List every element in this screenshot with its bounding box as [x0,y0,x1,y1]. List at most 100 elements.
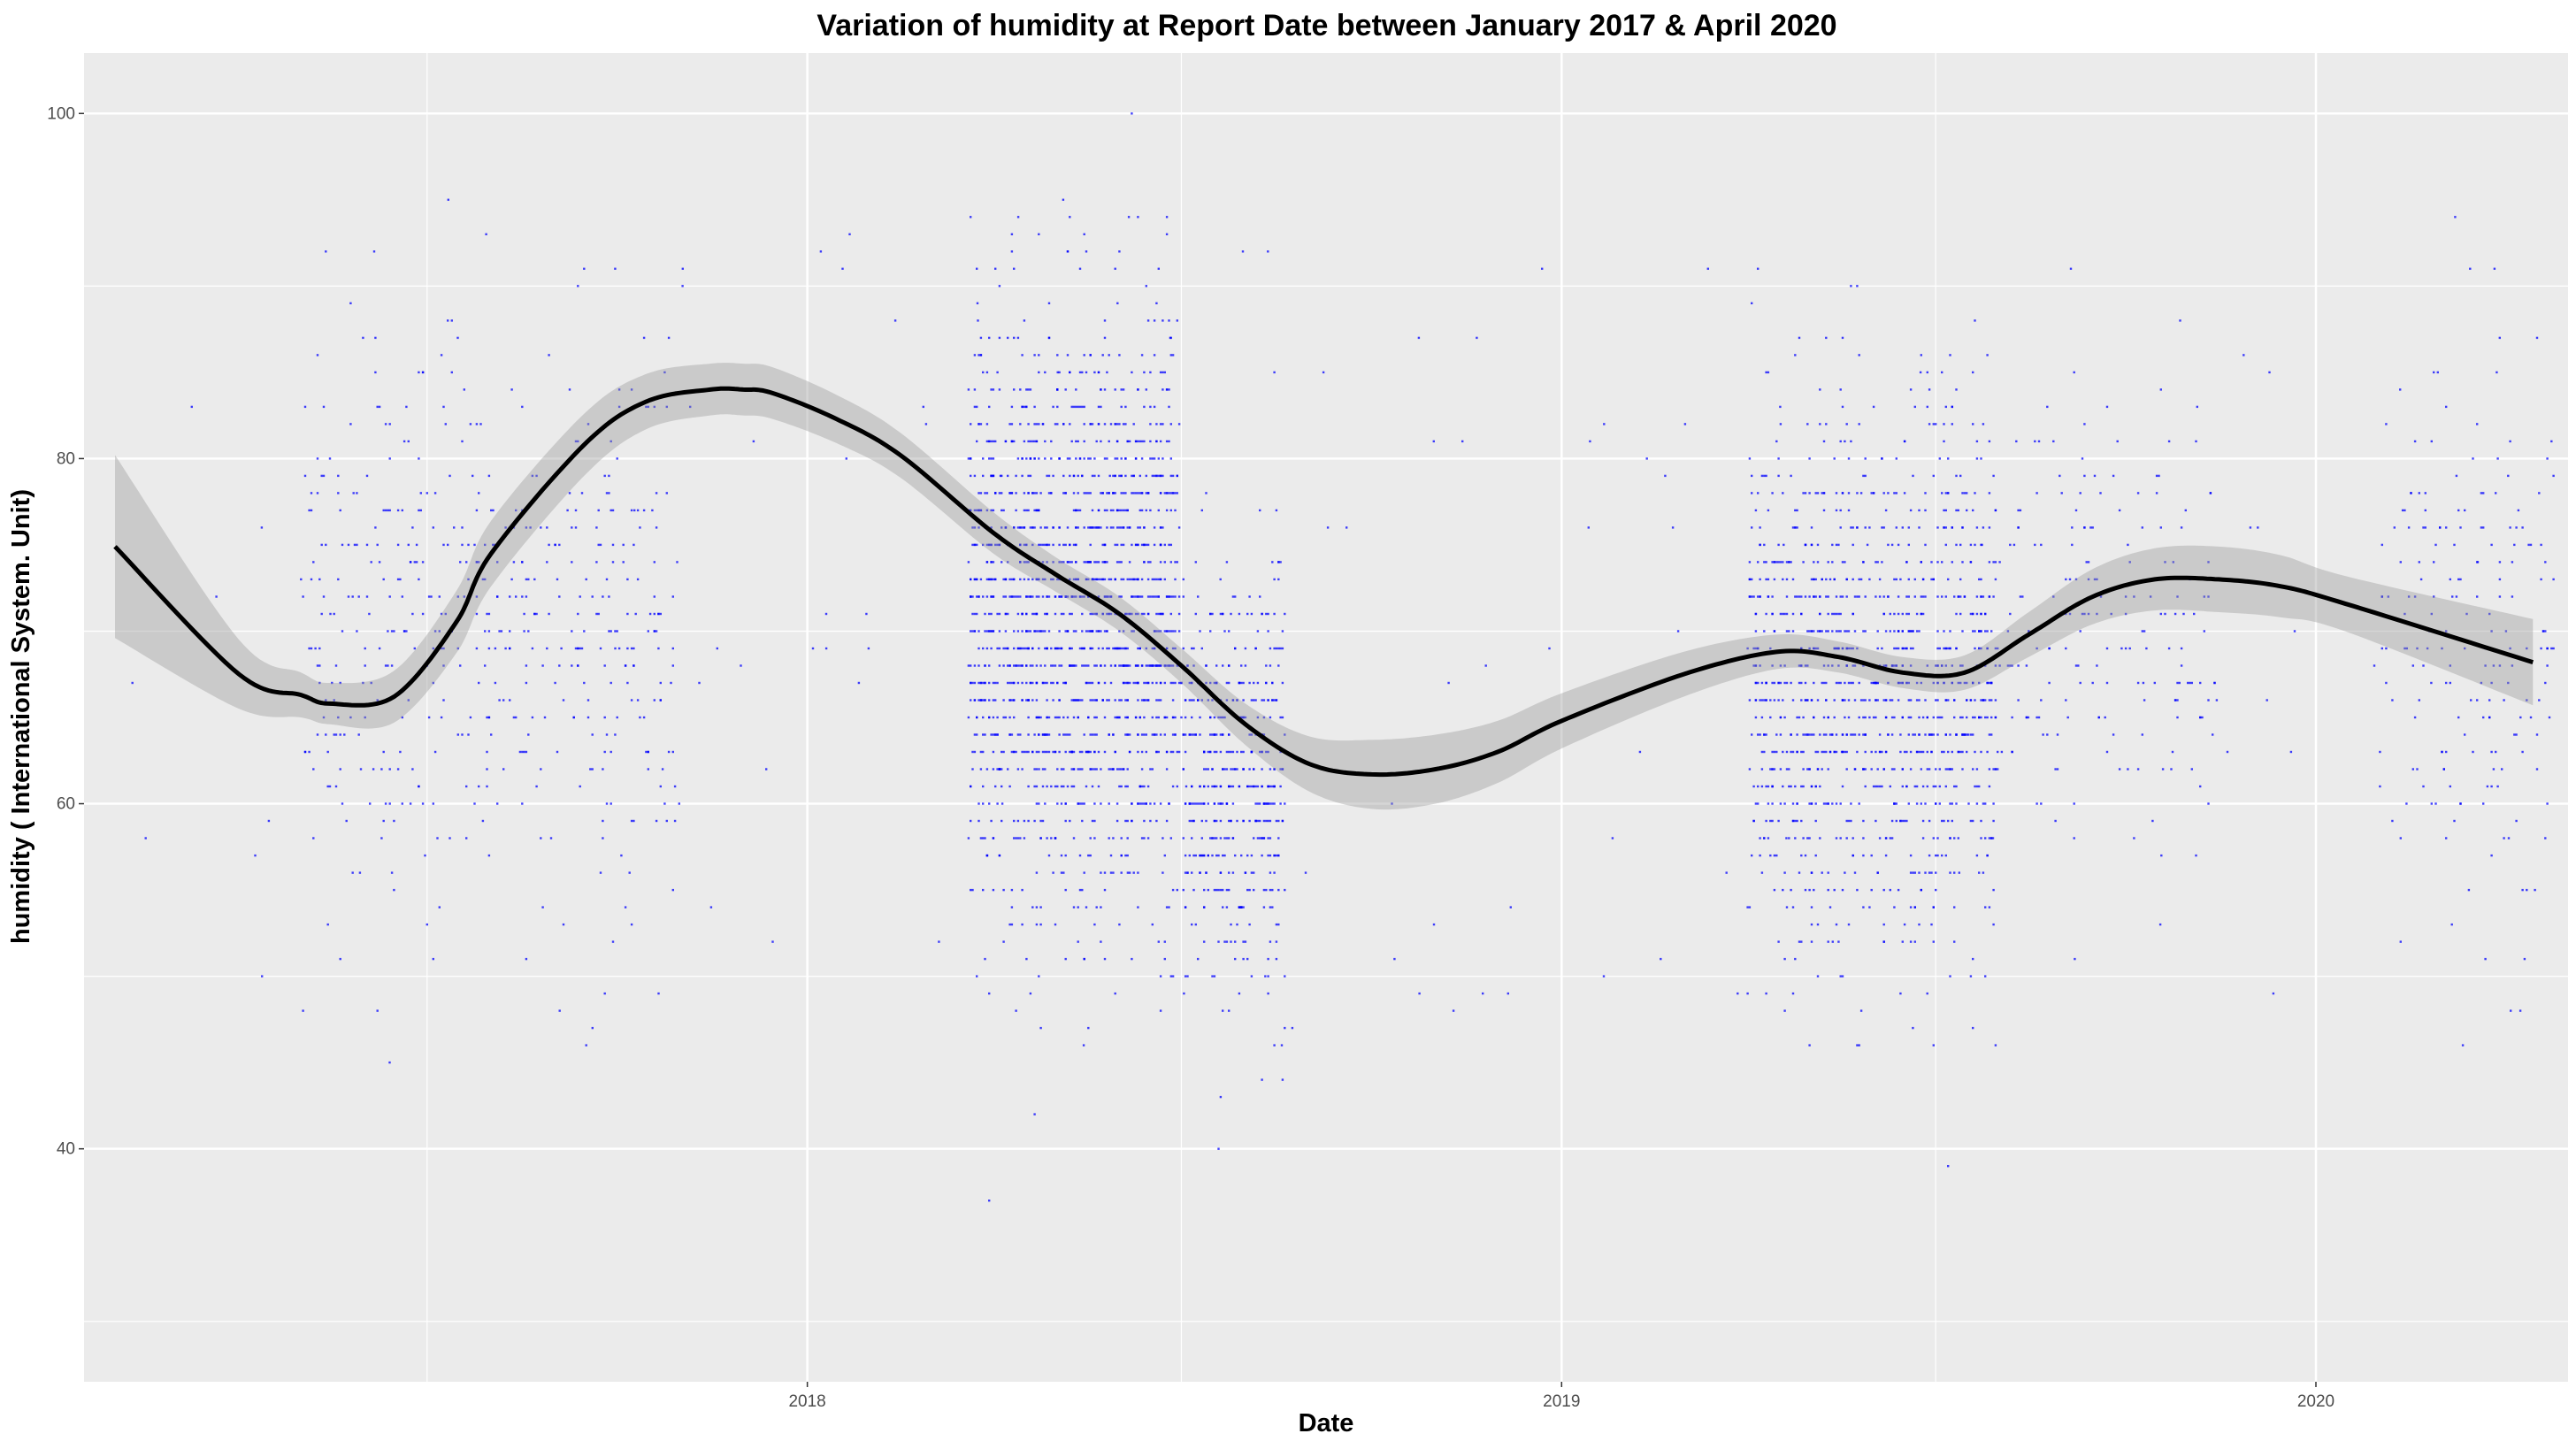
data-point [1169,561,1172,564]
data-point [985,595,989,598]
data-point [1852,526,1854,529]
data-point [1087,1026,1090,1030]
data-point [1810,578,1813,581]
data-point [1754,716,1758,719]
data-point [1771,681,1774,685]
data-point [1265,819,1268,823]
data-point [1124,854,1127,857]
data-point [456,336,459,340]
data-point [1785,906,1789,908]
data-point [1177,630,1181,632]
data-point [1070,699,1073,702]
data-point [1015,492,1017,494]
data-point [1101,492,1104,494]
data-point [1209,612,1212,616]
data-point [1238,681,1241,685]
data-point [1225,561,1229,564]
data-point [1882,492,1885,494]
data-point [549,837,553,840]
data-point [1149,440,1152,443]
data-point [2482,716,2485,719]
data-point [1882,923,1885,926]
data-point [1089,492,1092,494]
data-point [2422,785,2425,788]
data-point [1250,699,1254,702]
data-point [1874,785,1877,788]
data-point [490,509,493,512]
data-point [1015,1009,1017,1012]
data-point [384,802,387,805]
data-point [1044,578,1046,581]
data-point [1802,716,1805,719]
data-point [1868,716,1871,719]
data-point [984,957,986,961]
data-point [1941,595,1944,598]
data-point [1209,681,1212,685]
data-point [2176,681,2179,685]
data-point [1155,733,1158,736]
data-point [376,543,379,547]
data-point [1808,1044,1811,1046]
data-point [328,457,332,460]
data-point [1785,837,1788,840]
data-point [602,819,604,823]
data-point [982,595,985,598]
data-point [1254,802,1257,805]
data-point [1010,681,1014,685]
data-point [1035,664,1039,667]
data-point [1225,699,1229,702]
data-point [1151,578,1154,581]
data-point [1029,388,1032,391]
data-point [1791,819,1795,823]
data-point [1145,474,1147,478]
data-point [540,837,542,840]
data-point [1093,923,1096,926]
data-point [1103,888,1107,892]
data-point [1171,630,1175,632]
data-point [1131,630,1133,632]
data-point [481,819,485,823]
data-point [399,578,402,581]
data-point [1157,699,1160,702]
data-point [1796,802,1798,805]
data-point [973,474,977,478]
data-point [1949,975,1951,978]
data-point [1819,630,1821,632]
data-point [1203,854,1206,857]
data-point [1023,837,1026,840]
x-tick-label: 2020 [2297,1392,2334,1411]
data-point [1947,768,1950,770]
data-point [1944,854,1947,857]
data-point [611,509,615,512]
data-point [671,595,674,598]
data-point [1219,802,1223,805]
data-point [267,819,271,823]
data-point [1978,630,1981,632]
data-point [1052,699,1054,702]
data-point [1897,543,1900,547]
data-point [1134,492,1138,494]
data-point [1029,526,1032,529]
data-point [574,526,578,529]
data-point [2490,681,2493,685]
data-point [478,785,480,788]
data-point [622,543,625,547]
data-point [1765,681,1767,685]
data-point [372,768,375,770]
data-point [2552,474,2555,478]
data-point [1918,871,1920,874]
data-point [992,595,995,598]
data-point [1825,699,1828,702]
data-point [1862,854,1865,857]
data-point [1901,940,1904,943]
data-point [1124,733,1127,736]
data-point [131,681,134,685]
data-point [1935,768,1937,770]
data-point [1046,716,1048,719]
data-point [1926,371,1928,374]
data-point [1069,457,1071,460]
data-point [1066,733,1070,736]
data-point [1016,612,1020,616]
data-point [1041,423,1045,426]
data-point [630,647,633,650]
